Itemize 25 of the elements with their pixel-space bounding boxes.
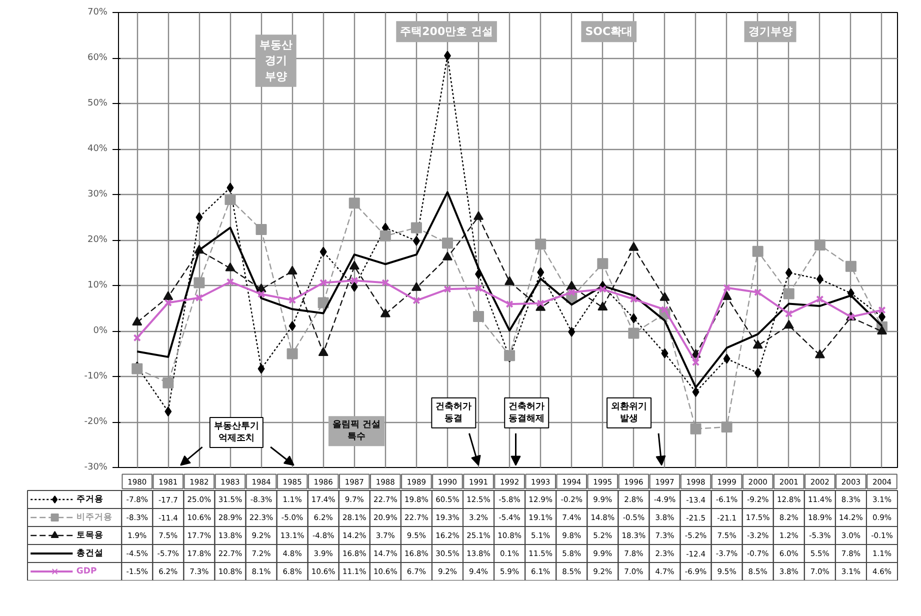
y-tick-label: 0% xyxy=(93,326,108,336)
legend-label: 총건설 xyxy=(76,548,104,558)
y-tick-label: 10% xyxy=(87,280,108,290)
annotation: 건축허가 동결 xyxy=(436,400,472,424)
annotation: 건축허가 동결해제 xyxy=(508,400,545,424)
y-tick-label: 60% xyxy=(87,53,108,63)
legend-label: GDP xyxy=(76,566,97,576)
annotation: 주택200만호 건설 xyxy=(400,25,493,38)
y-tick-label: -30% xyxy=(84,462,108,472)
y-tick-label: 70% xyxy=(87,8,108,18)
annotation: 올림픽 건설 특수 xyxy=(332,420,381,442)
y-tick-label: 20% xyxy=(87,235,108,245)
y-tick-label: 30% xyxy=(87,190,108,200)
y-tick-label: 50% xyxy=(87,98,108,108)
y-tick-label: -10% xyxy=(84,372,108,382)
annotation: 외환위기 발생 xyxy=(611,402,648,424)
annotation: SOC확대 xyxy=(585,25,633,38)
annotation: 부동산 경기 부양 xyxy=(259,38,292,83)
legend-label: 비주거용 xyxy=(76,512,112,522)
legend-label: 주거용 xyxy=(76,494,104,504)
annotation: 부동산투기 억제조치 xyxy=(214,421,259,444)
annotation: 경기부양 xyxy=(748,25,792,38)
y-tick-label: -20% xyxy=(84,417,108,427)
legend-label: 토목용 xyxy=(76,530,104,540)
y-tick-label: 40% xyxy=(87,144,108,154)
